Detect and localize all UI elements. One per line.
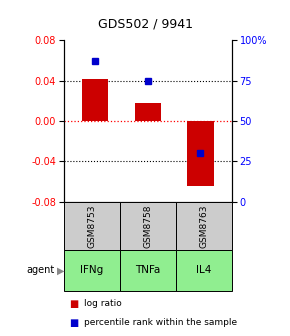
Text: IL4: IL4	[196, 265, 212, 276]
Text: IFNg: IFNg	[80, 265, 104, 276]
Text: GSM8753: GSM8753	[87, 205, 96, 248]
Text: ▶: ▶	[57, 265, 65, 276]
Text: GSM8758: GSM8758	[143, 205, 153, 248]
Bar	[135, 103, 161, 121]
Text: log ratio: log ratio	[84, 299, 122, 308]
Text: GDS502 / 9941: GDS502 / 9941	[97, 17, 193, 30]
Text: agent: agent	[27, 265, 55, 276]
Text: ■: ■	[70, 318, 79, 328]
Text: ■: ■	[70, 299, 79, 308]
Text: GSM8763: GSM8763	[200, 205, 209, 248]
Text: percentile rank within the sample: percentile rank within the sample	[84, 318, 237, 327]
Bar	[82, 79, 108, 121]
Text: TNFa: TNFa	[135, 265, 161, 276]
Bar	[187, 121, 214, 186]
